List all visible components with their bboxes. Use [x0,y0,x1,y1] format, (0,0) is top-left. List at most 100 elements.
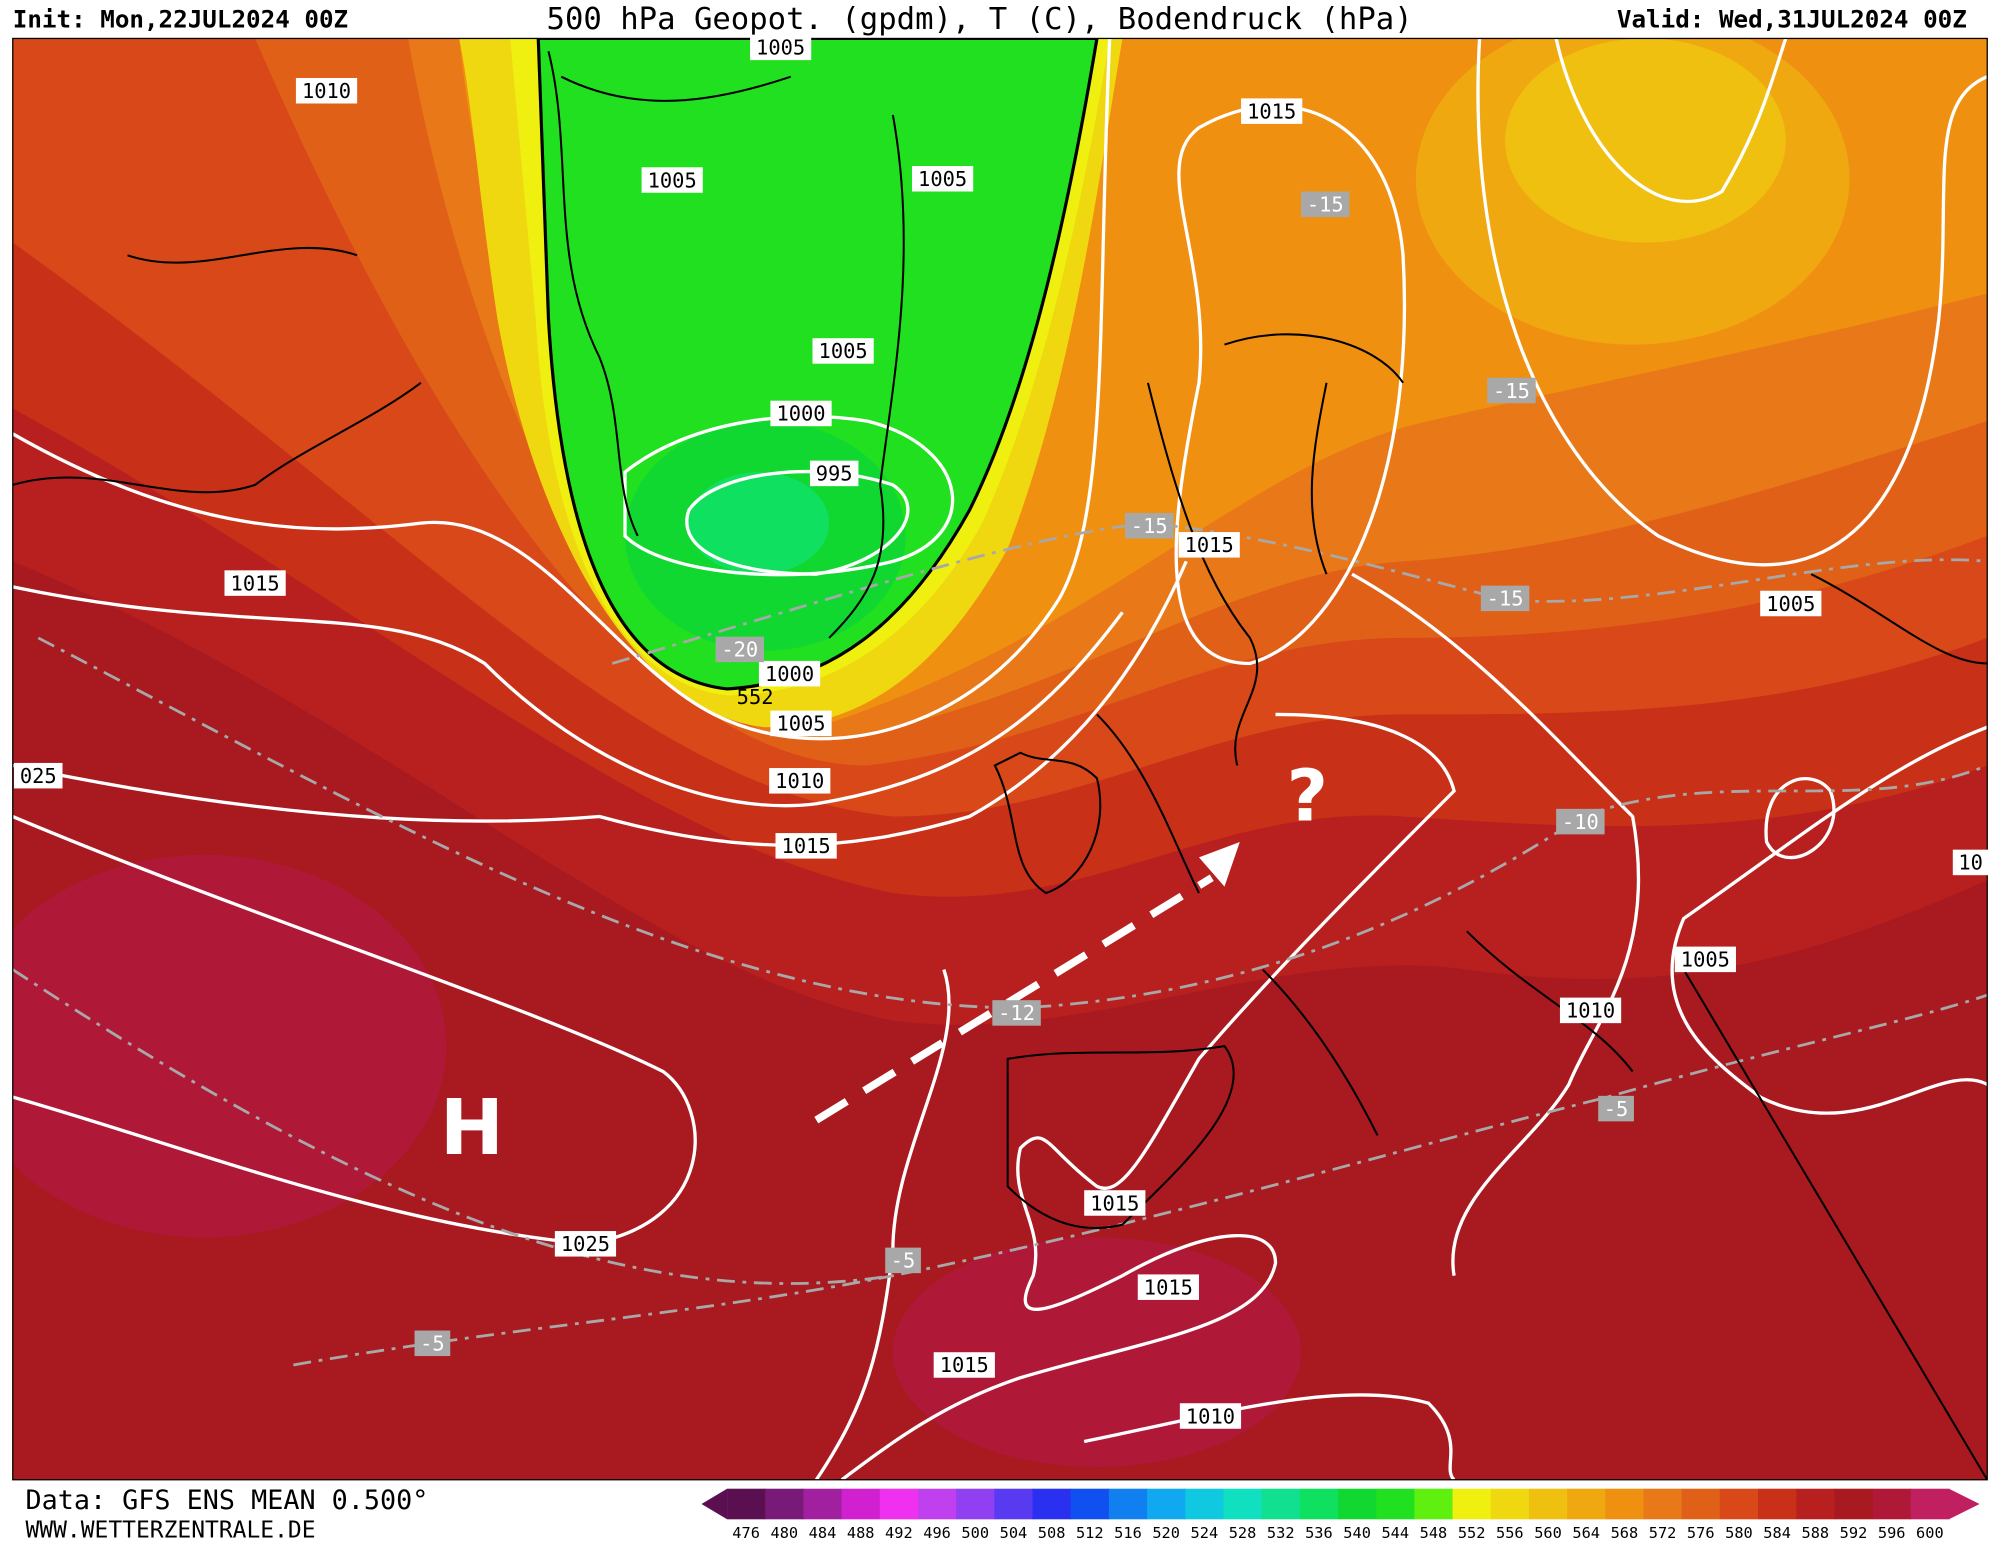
colorbar-label: 600 [1916,1524,1944,1542]
colorbar-swatch [1910,1488,1950,1520]
colorbar-label: 592 [1840,1524,1868,1542]
question-mark: ? [1287,755,1328,838]
isobar-label-box [770,400,832,427]
geopotential-label: 552 [737,685,774,709]
isotherm-label: -5 [891,1249,916,1273]
isobar-label: 1005 [648,168,697,192]
colorbar-swatch [1108,1488,1148,1520]
colorbar-label: 512 [1076,1524,1104,1542]
isobar-label: 1005 [756,36,805,60]
isobar-label: 1005 [1681,948,1730,972]
isobar-label-box [911,165,974,192]
isobar-label-box [641,167,703,193]
colorbar-swatch [1872,1488,1912,1520]
isobar-label-box [775,833,837,859]
isobar-label: 1005 [918,167,967,191]
isobar-label-box [14,762,63,789]
isobar-label-box [769,768,831,794]
coastlines [12,50,1988,1480]
isobar-label-box [554,1231,617,1257]
isotherm-label: -5 [420,1332,445,1356]
colorbar: 476 480 484 488 492 496 500 504 508 512 516 520 524 5… [701,1488,1980,1542]
isotherm-label-box [1598,1095,1634,1122]
map-title: 500 hPa Geopot. (gpdm), T (C), Bodendruc… [547,2,1413,37]
isobar-label: 1000 [776,402,825,426]
colorbar-label: 532 [1267,1524,1295,1542]
colorbar-high-arrow [1948,1488,1980,1520]
colorbar-swatch [1719,1488,1759,1520]
isotherm-label-box [1487,377,1536,404]
isotherm-label-box [885,1247,921,1274]
isobar-label: 1015 [1144,1275,1193,1299]
isobar-label-box [812,338,874,364]
isotherm-label: -12 [998,1001,1035,1025]
colorbar-label: 504 [1000,1524,1028,1542]
isotherm-label-box [414,1330,451,1357]
colorbar-swatch [1299,1488,1339,1520]
isobar-label-box [1760,590,1822,617]
isobar-label-box [1952,849,1989,876]
colorbar-label: 520 [1152,1524,1180,1542]
colorbar-label: 560 [1534,1524,1562,1542]
isobar-label: 1005 [819,339,868,363]
isotherm-label: -15 [1131,514,1168,538]
colorbar-label: 508 [1038,1524,1066,1542]
isobar-label: 1005 [1766,592,1815,616]
isotherm-label: -15 [1493,379,1530,403]
isotherm-label-box [1301,191,1350,218]
colorbar-label: 488 [847,1524,875,1542]
isotherm-label-box [1480,585,1530,612]
isobar-label: 1010 [302,79,351,103]
colorbar-swatch [1643,1488,1683,1520]
colorbar-label: 536 [1305,1524,1333,1542]
colorbar-swatch [1261,1488,1301,1520]
colorbar-swatch [956,1488,995,1520]
colorbar-swatch [1490,1488,1530,1520]
colorbar-swatch [1032,1488,1072,1520]
colorbar-label: 480 [770,1524,798,1542]
colorbar-swatch [1223,1488,1263,1520]
colorbar-swatch [1147,1488,1186,1520]
map-labels: 1010 1005 1005 1005 1015 1005 1000 995 1015 1015 1… [14,34,1989,1429]
colorbar-swatch [1070,1488,1110,1520]
isobar-label-box [809,460,859,487]
isobar-label-box [1178,532,1240,558]
isobars [12,38,1988,1480]
isobar-label-box [750,34,812,61]
colorbar-swatch [1758,1488,1797,1520]
isobar-label-box [758,660,821,687]
data-source: Data: GFS ENS MEAN 0.500° [26,1485,429,1516]
isobar-label: 1010 [1566,999,1615,1023]
colorbar-label: 596 [1878,1524,1906,1542]
isotherm-label: -15 [1487,587,1524,611]
isobar-label-box [933,1352,995,1378]
isobar-label: 1010 [1186,1404,1235,1428]
website: WWW.WETTERZENTRALE.DE [26,1517,316,1543]
colorbar-swatch [879,1488,919,1520]
isotherm-label-box [1556,808,1605,835]
isobar-label-box [1137,1274,1199,1300]
colorbar-swatch [803,1488,843,1520]
colorbar-swatch [1414,1488,1454,1520]
colorbar-label: 476 [732,1524,760,1542]
colorbar-label: 572 [1649,1524,1677,1542]
colorbar-label: 588 [1802,1524,1830,1542]
colorbar-swatch [1681,1488,1721,1520]
colorbar-label: 492 [885,1524,913,1542]
isotherm-label-box [992,1000,1041,1026]
colorbar-label: 552 [1458,1524,1486,1542]
colorbar-label: 564 [1572,1524,1600,1542]
isotherm-label-box [1125,512,1174,539]
colorbar-label: 568 [1611,1524,1639,1542]
colorbar-swatch [1452,1488,1492,1520]
isobar-label: 025 [20,764,57,788]
colorbar-label: 540 [1343,1524,1371,1542]
isobar-label-box [1179,1403,1242,1429]
isobar-label-box [224,570,286,596]
isotherm-label: -5 [1604,1097,1629,1121]
valid-time: Valid: Wed,31JUL2024 00Z [1617,6,1967,34]
colorbar-swatch [727,1488,766,1520]
isotherm-label: -10 [1562,810,1599,834]
colorbar-swatch [1567,1488,1606,1520]
